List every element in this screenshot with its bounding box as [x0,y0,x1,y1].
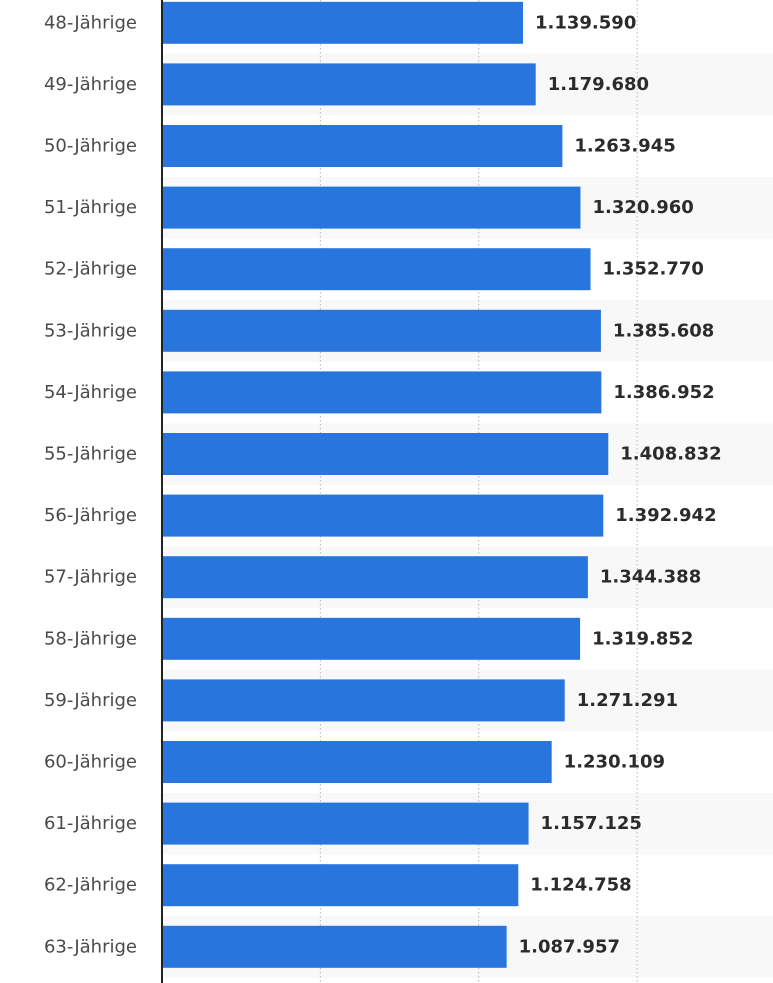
value-label: 1.230.109 [564,752,665,773]
bar [162,925,507,968]
category-label: 52-Jährige [44,259,137,280]
bar [162,741,552,783]
bar [162,679,565,722]
bar [162,556,588,599]
bar [162,125,563,167]
bar [162,1,523,44]
value-label: 1.320.960 [592,197,693,218]
category-label: 48-Jährige [44,12,137,33]
bar [162,494,604,537]
category-label: 58-Jährige [44,628,137,649]
category-label: 61-Jährige [44,813,137,834]
value-label: 1.319.852 [592,628,693,649]
category-label: 53-Jährige [44,320,137,341]
category-label: 56-Jährige [44,505,137,526]
value-label: 1.385.608 [613,320,714,341]
category-label: 59-Jährige [44,690,137,711]
value-label: 1.179.680 [548,74,649,95]
value-label: 1.408.832 [620,444,721,465]
category-label: 60-Jährige [44,752,137,773]
value-label: 1.139.590 [535,12,636,33]
value-label: 1.386.952 [613,382,714,403]
category-label: 62-Jährige [44,875,137,896]
bar [162,63,536,106]
bar [162,248,591,291]
value-label: 1.087.957 [519,936,620,957]
category-label: 50-Jährige [44,136,137,157]
value-label: 1.157.125 [541,813,642,834]
value-label: 1.271.291 [577,690,678,711]
bar [162,371,602,414]
category-label: 63-Jährige [44,936,137,957]
bar [162,309,601,352]
value-label: 1.124.758 [530,875,631,896]
value-label: 1.392.942 [615,505,716,526]
bar [162,617,581,660]
bar [162,802,529,845]
category-label: 51-Jährige [44,197,137,218]
bar [162,864,519,907]
category-label: 57-Jährige [44,567,137,588]
bar [162,433,609,475]
category-label: 54-Jährige [44,382,137,403]
category-label: 55-Jährige [44,444,137,465]
value-label: 1.352.770 [603,259,704,280]
value-label: 1.263.945 [574,136,675,157]
value-label: 1.344.388 [600,567,701,588]
bar [162,186,581,229]
category-label: 49-Jährige [44,74,137,95]
